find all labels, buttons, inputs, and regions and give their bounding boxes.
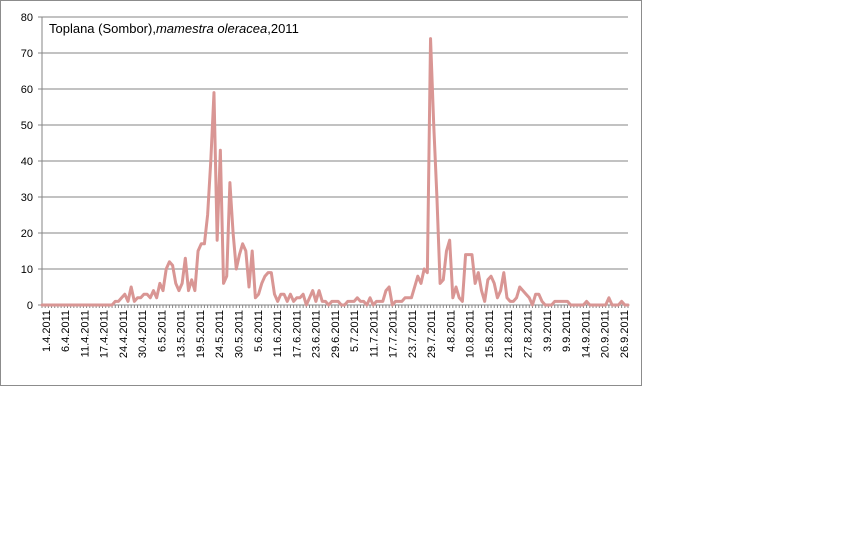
x-tick-label: 17.6.2011 [291,310,303,358]
x-tick-label: 4.8.2011 [445,310,457,352]
x-tick-label: 6.4.2011 [60,310,72,352]
chart-title-species: mamestra oleracea [156,21,267,36]
x-tick-label: 30.5.2011 [234,310,246,358]
y-tick-label: 80 [21,12,33,24]
y-tick-label: 60 [21,84,33,96]
x-tick-label: 5.7.2011 [349,310,361,352]
series-layer [40,37,630,307]
x-axis-ticks: 1.4.2011 6.4.2011 11.4.2011 17.4.2011 24.4.2… [41,310,631,358]
x-tick-label: 1.4.2011 [41,310,53,352]
x-tick-label: 3.9.2011 [542,310,554,352]
x-tick-label: 23.7.2011 [407,310,419,358]
y-tick-label: 70 [21,48,33,60]
chart-title-prefix: Toplana (Sombor), [49,21,156,36]
gridlines [42,16,628,270]
series-line [40,37,630,307]
x-tick-label: 5.6.2011 [253,310,265,352]
x-tick-label: 9.9.2011 [561,310,573,352]
x-tick-label: 15.8.2011 [484,310,496,358]
x-tick-label: 11.6.2011 [272,310,284,357]
x-tick-label: 21.8.2011 [503,310,515,358]
axes [38,16,629,308]
x-tick-label: 6.5.2011 [156,310,168,352]
x-tick-label: 29.7.2011 [426,310,438,358]
x-tick-label: 24.5.2011 [214,310,226,358]
x-tick-label: 20.9.2011 [600,310,612,358]
y-tick-label: 50 [21,120,33,132]
chart-title: Toplana (Sombor),mamestra oleracea,2011 [49,21,299,36]
x-tick-label: 30.4.2011 [137,310,149,358]
y-tick-label: 0 [27,300,33,312]
y-axis-ticks: 0 10 20 30 40 50 60 70 80 [21,12,33,312]
x-tick-label: 17.7.2011 [388,310,400,358]
y-tick-label: 40 [21,156,33,168]
x-tick-label: 17.4.2011 [99,310,111,358]
line-chart: 0 10 20 30 40 50 60 70 80 1.4.2011 6.4.2011 11.4.2… [21,12,631,358]
chart-frame: 0 10 20 30 40 50 60 70 80 1.4.2011 6.4.2011 11.4.2… [0,0,642,386]
x-tick-label: 13.5.2011 [176,310,188,358]
y-tick-label: 10 [21,264,33,276]
x-tick-label: 11.4.2011 [79,310,91,357]
x-tick-label: 29.6.2011 [330,310,342,358]
x-tick-label: 14.9.2011 [580,310,592,358]
x-tick-label: 24.4.2011 [118,310,130,358]
x-tick-label: 19.5.2011 [195,310,207,358]
y-tick-label: 30 [21,192,33,204]
x-tick-label: 26.9.2011 [619,310,631,358]
chart-title-suffix: ,2011 [267,21,299,36]
y-tick-label: 20 [21,228,33,240]
x-tick-label: 23.6.2011 [311,310,323,358]
x-tick-label: 11.7.2011 [368,310,380,357]
x-tick-label: 10.8.2011 [465,310,477,358]
x-tick-label: 27.8.2011 [523,310,535,358]
